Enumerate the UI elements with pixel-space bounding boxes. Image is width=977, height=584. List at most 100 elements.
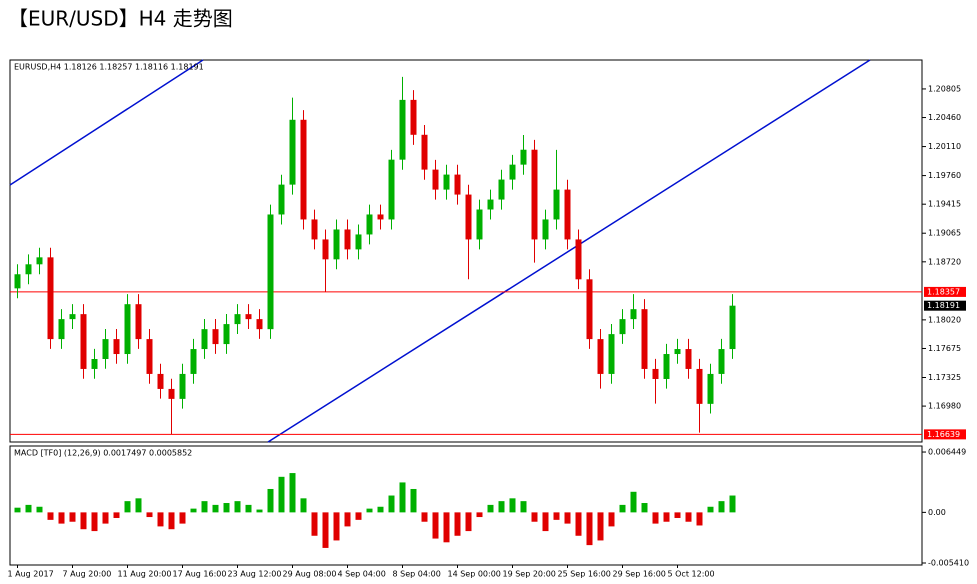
chart-title: 【EUR/USD】H4 走势图 [8,7,233,31]
candle-body [212,329,219,345]
trend-line [267,59,871,443]
candle-body [663,354,670,379]
price-panel [9,59,923,443]
macd-header: MACD [TF0] (12,26,9) 0.0017497 0.0005852 [14,449,192,458]
candle-body [234,314,241,325]
candle-body [333,229,340,260]
candle-body [674,349,681,355]
candle-body [509,164,516,180]
candle-body [586,279,593,340]
macd-bar [619,504,626,513]
candle-body [498,179,505,200]
macd-bar [465,512,472,532]
macd-bar [652,512,659,524]
candle-body [454,174,461,195]
x-tick-label: 29 Sep 16:00 [613,570,666,579]
candle-body [322,239,329,260]
candle-body [718,349,725,374]
x-tick-label: 11 Aug 20:00 [118,570,172,579]
candle-body [36,257,43,265]
candle-body [344,229,351,250]
macd-bar [289,473,296,513]
y-tick-label: 1.20460 [928,113,961,122]
price-label-box [924,300,966,311]
macd-bar [25,504,32,513]
candle-body [300,119,307,220]
macd-bar [718,501,725,513]
macd-bar [91,512,98,532]
candle-body [201,329,208,350]
candle-body [102,339,109,359]
candle-body [25,264,32,275]
macd-bar [179,512,186,524]
candle-body [91,358,98,369]
candle-body [256,319,263,330]
candle-body [223,324,230,345]
candle-body [487,199,494,210]
candle-body [289,119,296,185]
candle-body [575,239,582,280]
candle-body [476,209,483,240]
candle-body [355,234,362,250]
candle-body [113,339,120,355]
macd-bar [124,501,131,513]
candle-body [157,373,164,389]
y-tick-label: 1.17675 [928,344,961,353]
price-label: 1.18191 [927,301,960,310]
macd-bar [432,512,439,539]
level-label-box [924,286,966,297]
candle-body [641,309,648,369]
macd-bar [476,512,483,518]
macd-bar [542,512,549,532]
x-tick-label: 23 Aug 12:00 [228,570,282,579]
candle-body [267,214,274,330]
candle-body [608,334,615,374]
candle-body [432,169,439,190]
candle-body [652,368,659,379]
macd-bar [498,501,505,513]
candle-body [366,214,373,235]
macd-bar [729,495,736,513]
candle-body [685,349,692,369]
macd-bar [575,512,582,536]
macd-bar [663,512,670,522]
macd-bar [278,476,285,513]
macd-bar [157,512,164,527]
candle-body [190,349,197,374]
macd-bar [256,509,263,513]
candle-body [696,368,703,404]
macd-bar [608,512,615,527]
candle-body [531,149,538,240]
y-tick-label: 1.18020 [928,315,961,324]
macd-bar [333,512,340,541]
macd-bar [674,512,681,518]
candle-body [179,373,186,399]
candle-body [245,314,252,320]
macd-bar [355,512,362,520]
macd-bar [113,512,120,518]
y-tick-label: 1.19065 [928,229,961,238]
candle-body [619,319,626,335]
candle-body [146,339,153,374]
y-tick-label: 1.16980 [928,402,961,411]
macd-bar [443,512,450,543]
y-tick-label: 1.18720 [928,257,961,266]
level-label: 1.16639 [927,430,960,439]
macd-bar [377,506,384,513]
candle-body [542,219,549,240]
macd-panel [9,445,923,566]
macd-bar [201,501,208,513]
candle-body [388,159,395,220]
macd-bar [102,512,109,524]
macd-bar [58,512,65,524]
macd-bar [168,512,175,530]
candle-body [410,99,417,135]
x-tick-label: 7 Aug 20:00 [63,570,112,579]
macd-bar [630,491,637,513]
candle-body [399,99,406,160]
x-tick-label: 8 Sep 04:00 [393,570,441,579]
macd-bar [685,512,692,522]
candle-body [168,388,175,399]
macd-bar [520,501,527,513]
